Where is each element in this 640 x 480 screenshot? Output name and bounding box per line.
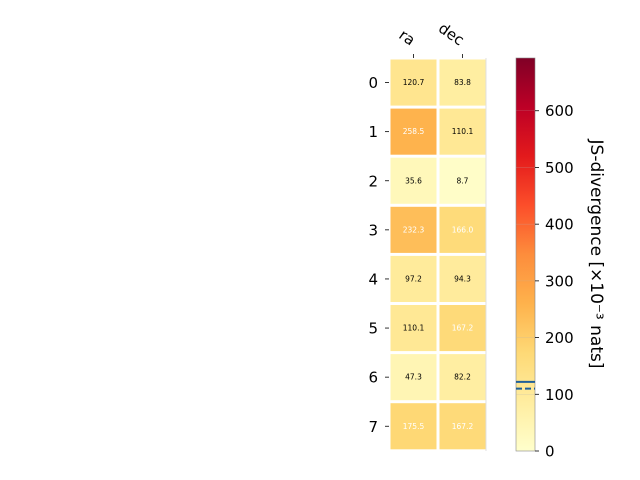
row-tick-label: 4 xyxy=(368,270,378,288)
cell-value-label: 258.5 xyxy=(403,127,425,136)
colorbar-tick-label: 300 xyxy=(545,272,574,290)
column-tick-labels: ra dec xyxy=(396,19,468,58)
colorbar-gradient xyxy=(515,57,536,452)
column-tick-label: ra xyxy=(396,26,419,50)
heatmap-cell xyxy=(439,108,486,155)
colorbar-title: JS-divergence [×10⁻³ nats] xyxy=(586,139,606,369)
colorbar: 0 100 200 300 400 500 600 JS-divergence [×10⁻³… xyxy=(515,57,606,461)
row-tick-label: 2 xyxy=(368,172,378,190)
cell-value-label: 8.7 xyxy=(457,176,469,185)
heatmap-cell xyxy=(439,206,486,253)
cell-value-label: 82.2 xyxy=(454,373,471,382)
colorbar-markers xyxy=(516,380,535,390)
colorbar-tick-label: 200 xyxy=(545,329,574,347)
cell-value-labels: 120.7 83.8 258.5 110.1 35.6 8.7 232.3 166.0 97.2… xyxy=(403,78,474,431)
cell-value-label: 232.3 xyxy=(403,225,425,234)
heatmap-cell xyxy=(390,305,437,352)
heatmap-cell xyxy=(439,354,486,401)
heatmap-cell xyxy=(439,403,486,450)
cell-value-label: 166.0 xyxy=(452,225,474,234)
cell-value-label: 83.8 xyxy=(454,78,471,87)
cell-value-label: 47.3 xyxy=(405,373,422,382)
colorbar-tick-label: 600 xyxy=(545,102,574,120)
row-tick-label: 7 xyxy=(368,418,378,436)
heatmap-cell xyxy=(390,206,437,253)
heatmap-cell xyxy=(390,255,437,302)
row-tick-labels: 0 1 2 3 4 5 6 7 xyxy=(368,74,389,436)
colorbar-ticks: 0 100 200 300 400 500 600 xyxy=(516,102,574,461)
heatmap-cell xyxy=(439,59,486,106)
heatmap-cell xyxy=(390,157,437,204)
heatmap-cell xyxy=(390,59,437,106)
cell-value-label: 175.5 xyxy=(403,422,425,431)
colorbar-tick-label: 500 xyxy=(545,159,574,177)
cell-value-label: 94.3 xyxy=(454,274,471,283)
heatmap-cells xyxy=(390,59,486,450)
heatmap-cell xyxy=(390,403,437,450)
heatmap-cell xyxy=(390,354,437,401)
cell-value-label: 110.1 xyxy=(452,127,474,136)
colorbar-tick-label: 400 xyxy=(545,216,574,234)
row-tick-label: 6 xyxy=(368,369,378,387)
cell-value-label: 120.7 xyxy=(403,78,425,87)
heatmap-cell xyxy=(390,108,437,155)
cell-value-label: 167.2 xyxy=(452,324,474,333)
cell-value-label: 97.2 xyxy=(405,274,422,283)
row-tick-label: 1 xyxy=(368,123,378,141)
cell-value-label: 35.6 xyxy=(405,176,422,185)
heatmap-cell xyxy=(439,305,486,352)
row-tick-label: 5 xyxy=(368,320,378,338)
colorbar-tick-label: 0 xyxy=(545,443,555,461)
cell-value-label: 167.2 xyxy=(452,422,474,431)
row-tick-label: 0 xyxy=(368,74,378,92)
cell-value-label: 110.1 xyxy=(403,324,425,333)
row-tick-label: 3 xyxy=(368,221,378,239)
heatmap-cell xyxy=(439,157,486,204)
column-tick-label: dec xyxy=(435,19,467,49)
heatmap-cell xyxy=(439,255,486,302)
colorbar-tick-label: 100 xyxy=(545,386,574,404)
